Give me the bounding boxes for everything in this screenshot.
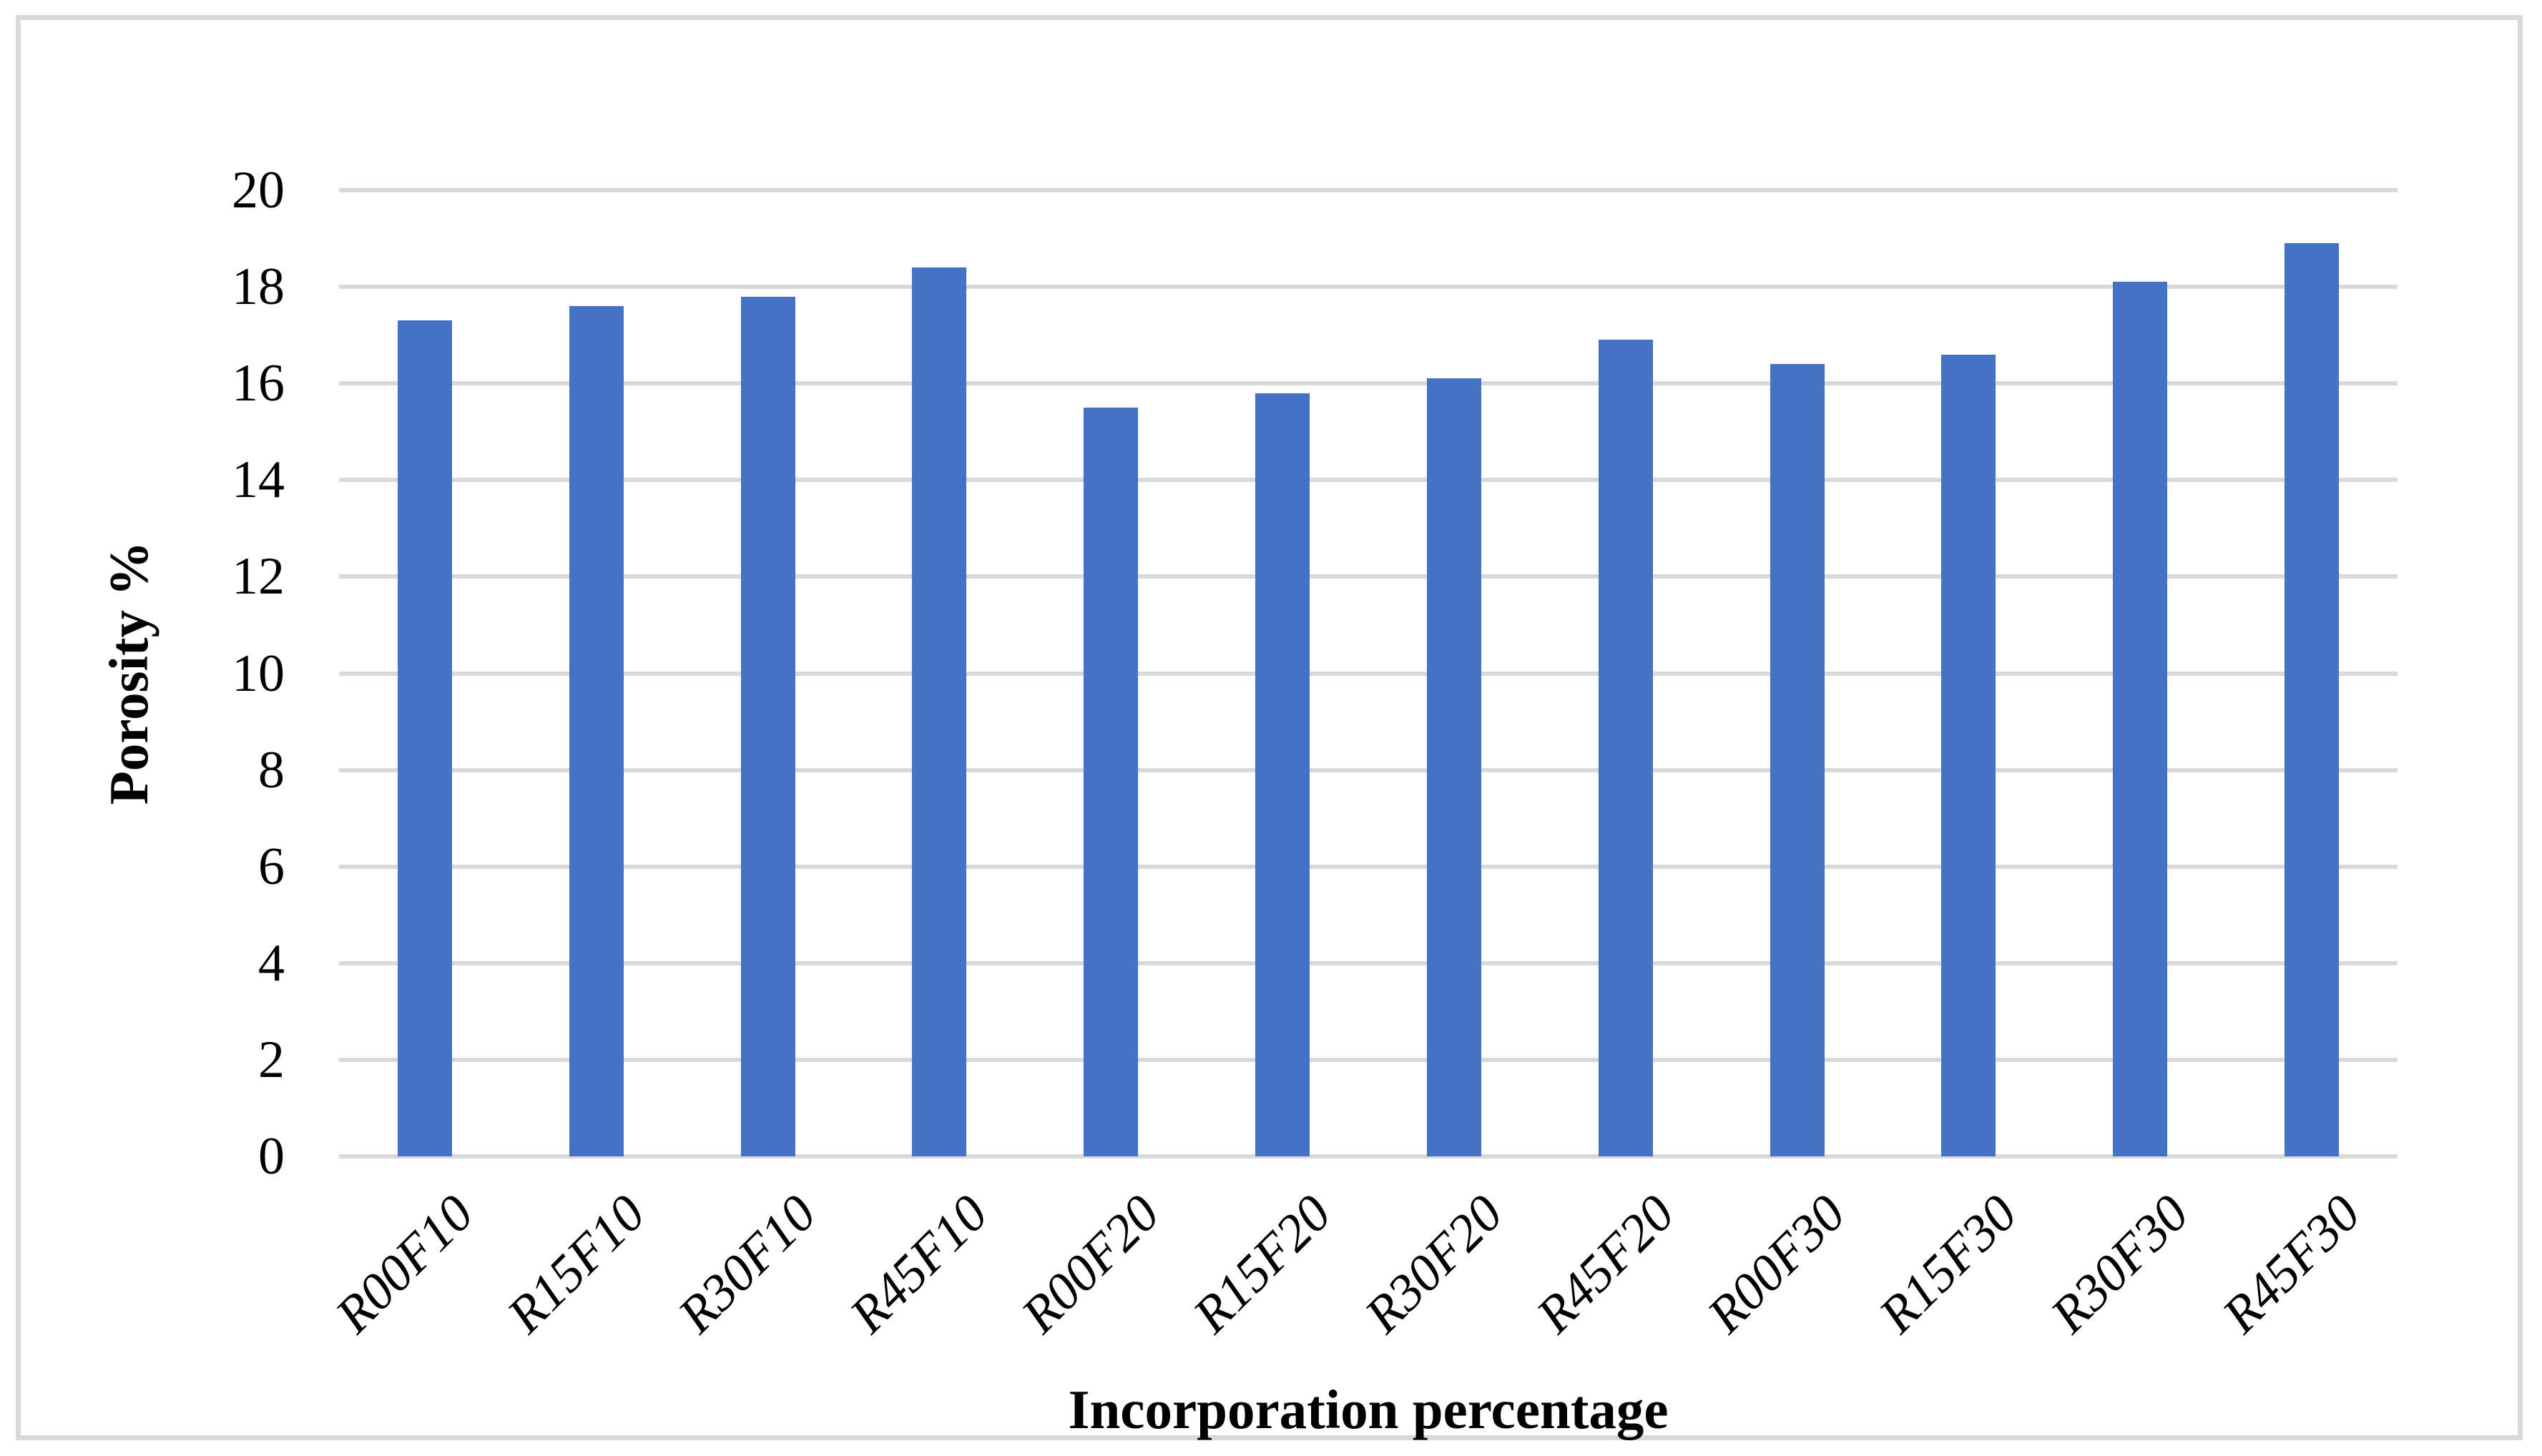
- y-tick-label-2: 2: [258, 1030, 285, 1089]
- bar-R00F30: [1770, 364, 1825, 1156]
- y-axis-title: Porosity %: [98, 541, 160, 805]
- gridline-y-20: [339, 188, 2398, 192]
- gridline-y-16: [339, 381, 2398, 386]
- x-category-label-R15F30: R15F30: [1868, 1184, 2028, 1344]
- x-category-label-R00F30: R00F30: [1696, 1184, 1857, 1344]
- bar-R00F20: [1084, 407, 1139, 1156]
- gridline-y-14: [339, 478, 2398, 483]
- bar-R30F30: [2113, 282, 2168, 1156]
- x-category-label-R30F30: R30F30: [2039, 1184, 2200, 1344]
- bar-R15F20: [1255, 393, 1310, 1156]
- x-category-label-R15F20: R15F20: [1182, 1184, 1342, 1344]
- gridline-y-6: [339, 864, 2398, 869]
- bar-R00F10: [397, 320, 452, 1156]
- gridline-y-10: [339, 671, 2398, 676]
- gridline-y-12: [339, 574, 2398, 579]
- bar-R30F10: [740, 296, 795, 1156]
- y-tick-label-8: 8: [258, 740, 285, 800]
- x-category-label-R00F10: R00F10: [324, 1184, 484, 1344]
- y-tick-label-16: 16: [232, 354, 285, 413]
- gridline-y-8: [339, 767, 2398, 772]
- x-category-label-R30F20: R30F20: [1353, 1184, 1513, 1344]
- x-axis-title: Incorporation percentage: [1068, 1379, 1669, 1440]
- y-tick-label-10: 10: [232, 644, 285, 703]
- x-category-label-R45F10: R45F10: [838, 1184, 999, 1344]
- gridline-y-0: [339, 1154, 2398, 1159]
- x-category-label-R45F30: R45F30: [2211, 1184, 2371, 1344]
- gridline-y-4: [339, 960, 2398, 965]
- bar-R30F20: [1426, 378, 1481, 1156]
- bar-R15F30: [1941, 354, 1996, 1156]
- bar-R45F10: [912, 267, 967, 1156]
- y-tick-label-0: 0: [258, 1127, 285, 1186]
- gridline-y-18: [339, 285, 2398, 290]
- gridline-y-2: [339, 1057, 2398, 1062]
- x-category-label-R45F20: R45F20: [1524, 1184, 1685, 1344]
- x-category-label-R15F10: R15F10: [495, 1184, 656, 1344]
- y-tick-label-20: 20: [232, 161, 285, 220]
- y-tick-label-6: 6: [258, 837, 285, 896]
- y-tick-label-14: 14: [232, 451, 285, 510]
- x-category-label-R30F10: R30F10: [667, 1184, 828, 1344]
- bar-R15F10: [569, 306, 624, 1156]
- y-tick-label-18: 18: [232, 257, 285, 317]
- y-tick-label-12: 12: [232, 547, 285, 606]
- x-category-label-R00F20: R00F20: [1010, 1184, 1171, 1344]
- bar-R45F30: [2285, 243, 2340, 1156]
- bar-R45F20: [1598, 340, 1653, 1156]
- y-tick-label-4: 4: [258, 933, 285, 993]
